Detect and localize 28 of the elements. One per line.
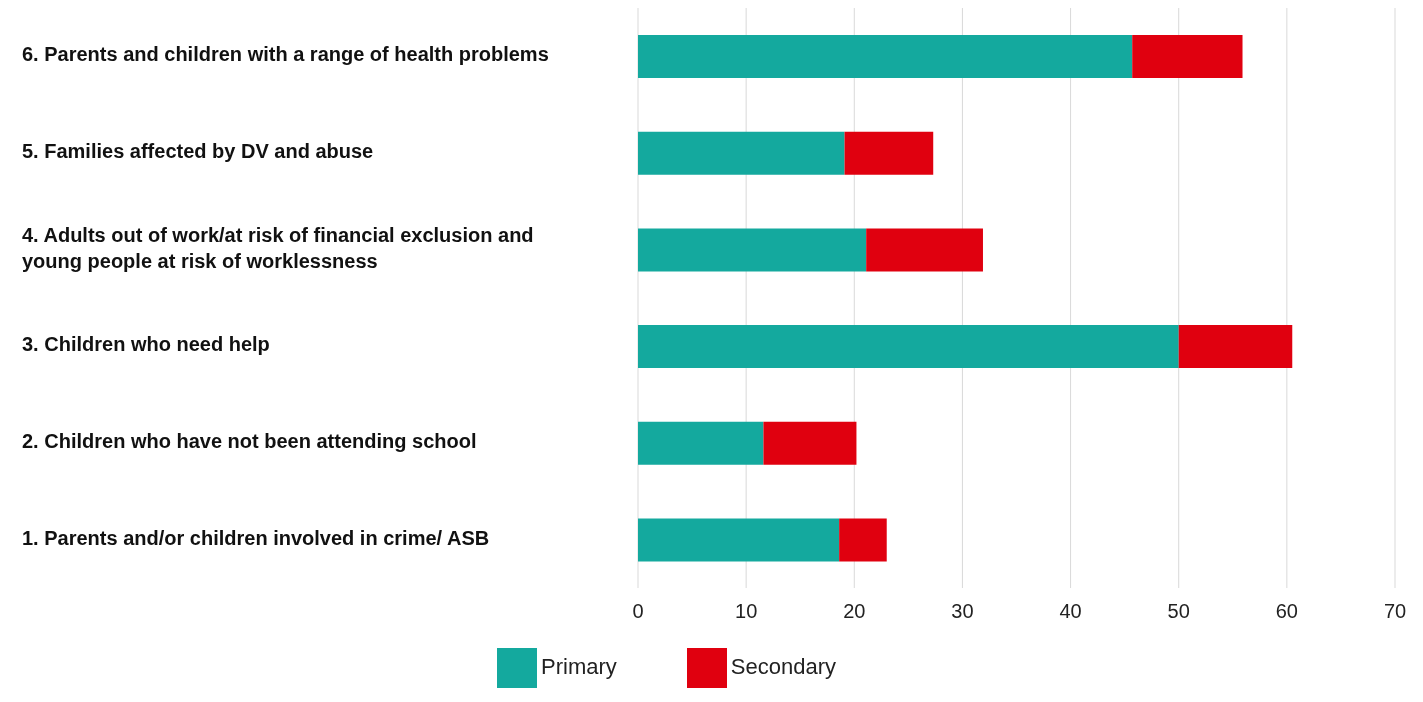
x-tick-label: 10: [735, 600, 758, 623]
x-tick-label: 40: [1059, 600, 1082, 623]
bar: [844, 131, 934, 175]
bar: [866, 228, 983, 272]
y-tick-label: 6. Parents and children with a range of health problems: [22, 43, 549, 66]
y-tick-label: 3. Children who need help: [22, 333, 270, 356]
bar: [638, 325, 1179, 369]
bar: [638, 518, 840, 562]
bar: [638, 228, 867, 272]
legend-label: Primary: [541, 653, 617, 679]
legend-label: Secondary: [730, 653, 836, 679]
bar: [763, 421, 857, 465]
x-tick-label: 50: [1167, 600, 1190, 623]
x-tick-label: 0: [632, 600, 644, 623]
y-tick-label: 1. Parents and/or children involved in crime/ ASB: [22, 526, 490, 549]
x-tick-label: 60: [1275, 600, 1298, 623]
x-tick-label: 20: [843, 600, 866, 623]
bar: [638, 421, 764, 465]
bar: [638, 131, 845, 175]
bar: [839, 518, 887, 562]
bar: [1132, 35, 1243, 79]
bar: [1178, 325, 1293, 369]
x-tick-label: 30: [951, 600, 974, 623]
y-tick-label: 5. Families affected by DV and abuse: [22, 140, 374, 163]
y-tick-label: 2. Children who have not been attending school: [22, 430, 477, 453]
y-tick-label: 4. Adults out of work/at risk of financial exclusion and young people at risk of worklessness: [22, 223, 534, 272]
x-tick-label: 70: [1383, 600, 1407, 623]
bar: [638, 35, 1133, 79]
